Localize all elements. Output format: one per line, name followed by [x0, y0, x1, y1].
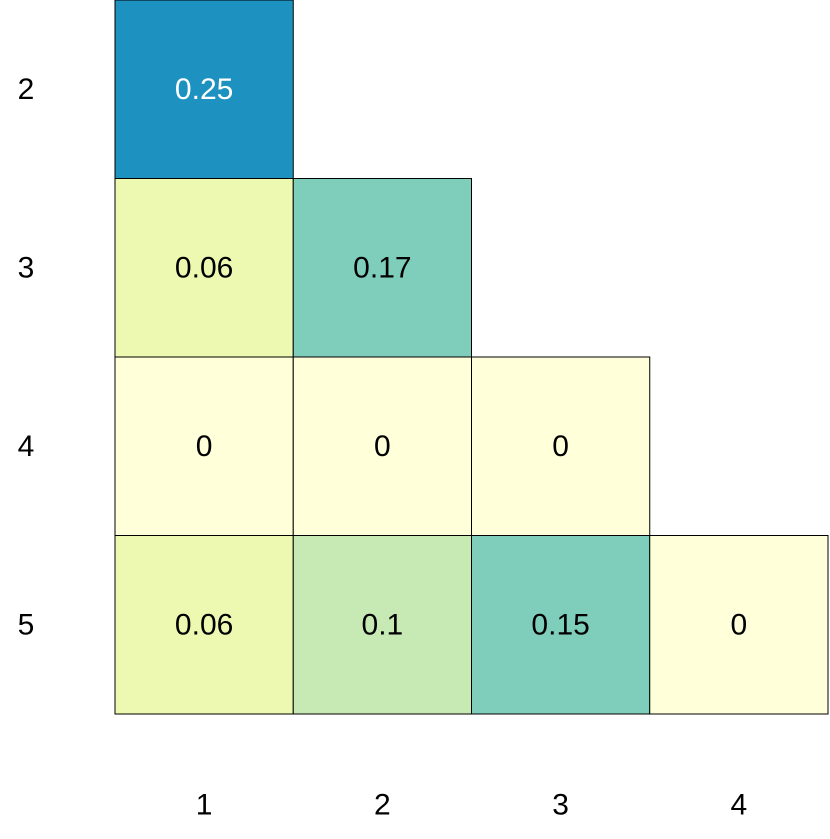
heatmap-cell-value-label: 0.25	[175, 73, 233, 106]
heatmap-cell-value-label: 0.1	[362, 608, 404, 641]
y-tick-label-5: 5	[18, 608, 35, 641]
heatmap-cells: 0.25 0.06 0.17 0 0 0 0.06 0.1 0.15 0	[114, 0, 829, 715]
heatmap-cell-value-label: 0	[552, 430, 569, 463]
heatmap-cell-rect	[114, 0, 294, 179]
heatmap-cell-rect	[649, 535, 829, 715]
x-axis-tick-labels: 1 2 3 4	[196, 789, 747, 822]
heatmap-cell-4-1: 0	[114, 356, 294, 536]
x-tick-label-2: 2	[374, 789, 391, 822]
heatmap-cell-value-label: 0.06	[175, 608, 233, 641]
heatmap-cell-5-4: 0	[649, 535, 829, 715]
heatmap-cell-3-2: 0.17	[292, 178, 472, 358]
heatmap-cell-4-2: 0	[292, 356, 472, 536]
heatmap-cell-rect	[114, 356, 294, 536]
y-tick-label-3: 3	[18, 251, 35, 284]
heatmap-cell-4-3: 0	[471, 356, 651, 536]
x-tick-label-1: 1	[196, 789, 213, 822]
heatmap-cell-rect	[114, 178, 294, 358]
heatmap-cell-5-1: 0.06	[114, 535, 294, 715]
y-tick-label-2: 2	[18, 73, 35, 106]
heatmap-cell-value-label: 0.06	[175, 251, 233, 284]
y-axis-tick-labels: 2 3 4 5	[18, 73, 35, 642]
heatmap-cell-2-1: 0.25	[114, 0, 294, 179]
heatmap-cell-value-label: 0.17	[353, 251, 411, 284]
heatmap-cell-5-2: 0.1	[292, 535, 472, 715]
heatmap-cell-value-label: 0	[731, 608, 748, 641]
heatmap-cell-5-3: 0.15	[471, 535, 651, 715]
x-tick-label-4: 4	[731, 789, 748, 822]
y-tick-label-4: 4	[18, 430, 35, 463]
heatmap-cell-rect	[292, 356, 472, 536]
heatmap-cell-value-label: 0.15	[531, 608, 589, 641]
heatmap-cell-rect	[471, 356, 651, 536]
x-tick-label-3: 3	[552, 789, 569, 822]
heatmap-cell-rect	[292, 535, 472, 715]
heatmap-cell-3-1: 0.06	[114, 178, 294, 358]
heatmap-cell-value-label: 0	[374, 430, 391, 463]
heatmap-cell-value-label: 0	[196, 430, 213, 463]
heatmap-cell-rect	[114, 535, 294, 715]
